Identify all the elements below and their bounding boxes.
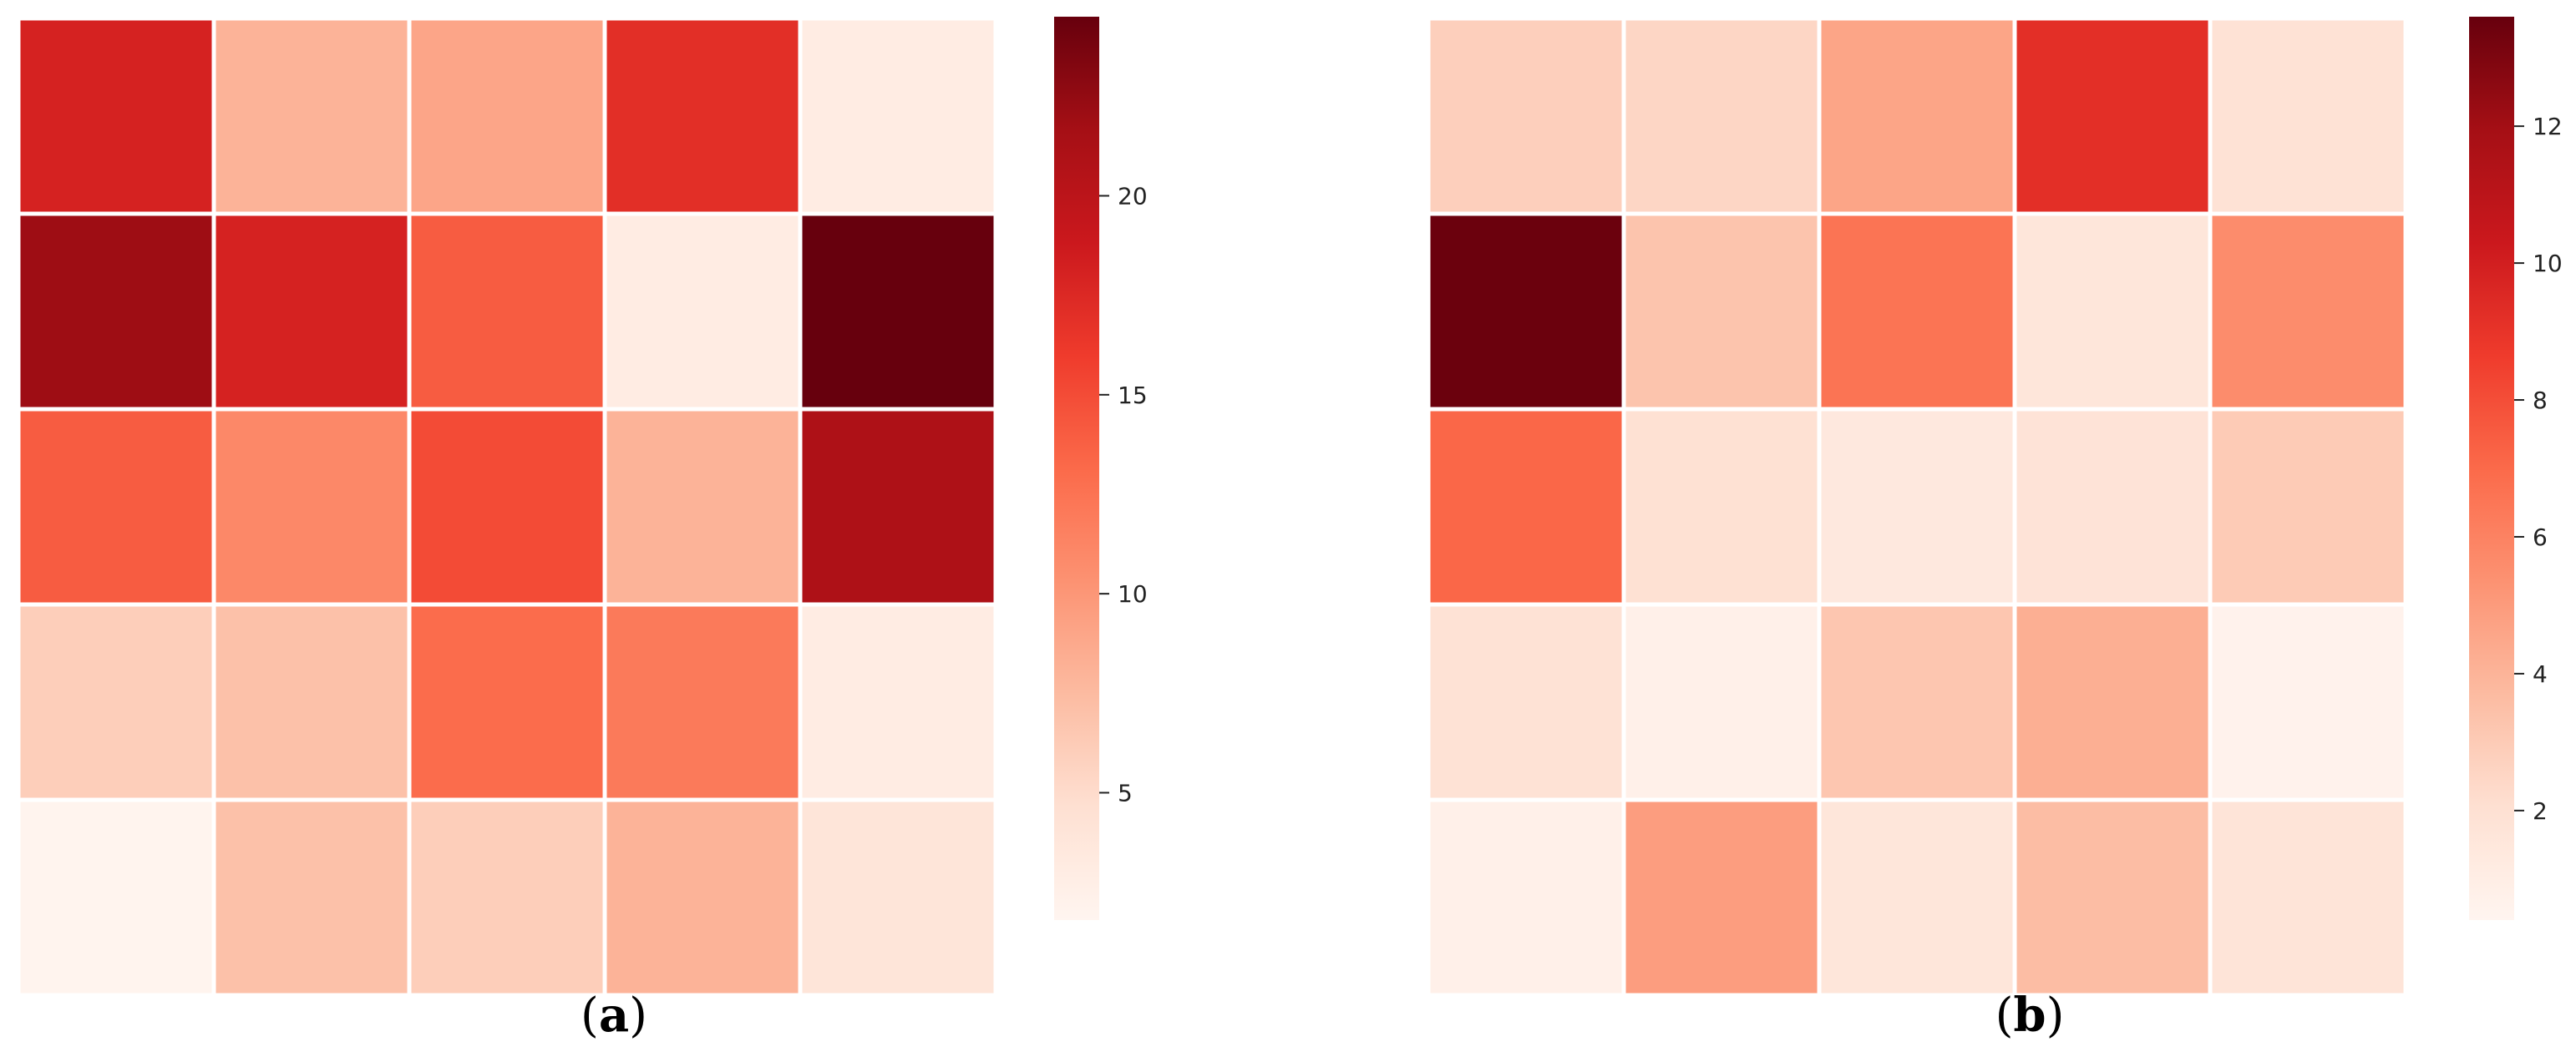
heatmap-cell-a-r1-c1 <box>211 211 412 412</box>
heatmap-cell-b-r2-c1 <box>1621 407 1822 607</box>
colorbar-tick-label-a-1: 10 <box>1118 580 1148 608</box>
colorbar-gradient-b <box>2469 17 2514 920</box>
heatmap-cell-b-r1-c0 <box>1426 211 1626 412</box>
heatmap-cell-b-r4-c3 <box>2012 797 2213 998</box>
heatmap-cell-b-r0-c4 <box>2208 16 2408 216</box>
heatmap-cell-a-r4-c0 <box>16 797 216 998</box>
heatmap-cell-b-r4-c1 <box>1621 797 1822 998</box>
heatmap-cell-b-r1-c2 <box>1817 211 2017 412</box>
heatmap-cell-a-r3-c4 <box>798 602 998 802</box>
heatmap-cell-a-r2-c4 <box>798 407 998 607</box>
heatmap-cell-a-r1-c0 <box>16 211 216 412</box>
heatmap-cell-a-r0-c1 <box>211 16 412 216</box>
heatmap-cell-a-r4-c1 <box>211 797 412 998</box>
panel-label-a: (a) <box>581 988 647 1043</box>
heatmap-cell-a-r4-c3 <box>602 797 803 998</box>
heatmap-cell-a-r2-c3 <box>602 407 803 607</box>
heatmap-cell-b-r4-c2 <box>1817 797 2017 998</box>
heatmap-cell-a-r1-c3 <box>602 211 803 412</box>
heatmap-cell-a-r0-c0 <box>16 16 216 216</box>
heatmap-cell-a-r0-c4 <box>798 16 998 216</box>
heatmap-cell-b-r3-c2 <box>1817 602 2017 802</box>
heatmap-cell-b-r1-c1 <box>1621 211 1822 412</box>
heatmap-cell-a-r3-c2 <box>407 602 607 802</box>
heatmap-cell-b-r0-c1 <box>1621 16 1822 216</box>
colorbar-tick-label-a-0: 5 <box>1118 779 1133 807</box>
heatmap-cell-b-r4-c0 <box>1426 797 1626 998</box>
heatmap-cell-b-r3-c0 <box>1426 602 1626 802</box>
heatmap-cell-a-r1-c4 <box>798 211 998 412</box>
heatmap-cell-b-r4-c4 <box>2208 797 2408 998</box>
heatmap-cell-b-r0-c2 <box>1817 16 2017 216</box>
colorbar-tick-label-a-2: 15 <box>1118 382 1148 409</box>
heatmap-cell-a-r3-c0 <box>16 602 216 802</box>
heatmap-cell-a-r1-c2 <box>407 211 607 412</box>
heatmap-cell-b-r3-c3 <box>2012 602 2213 802</box>
heatmap-cell-a-r4-c4 <box>798 797 998 998</box>
colorbar-tick-label-a-3: 20 <box>1118 182 1148 210</box>
colorbar-tick-label-b-5: 12 <box>2533 113 2563 140</box>
heatmap-cell-b-r2-c3 <box>2012 407 2213 607</box>
colorbar-b: 2 4 6 8 10 12 <box>2469 17 2563 920</box>
heatmap-cell-a-r2-c1 <box>211 407 412 607</box>
heatmap-cells-b <box>1426 16 2408 998</box>
colorbar-tick-label-b-2: 6 <box>2533 523 2548 551</box>
heatmap-cell-b-r0-c3 <box>2012 16 2213 216</box>
heatmap-cell-b-r0-c0 <box>1426 16 1626 216</box>
heatmap-cell-a-r4-c2 <box>407 797 607 998</box>
colorbar-tick-label-b-3: 8 <box>2533 387 2548 414</box>
heatmap-cells-a <box>16 16 998 998</box>
heatmap-cell-b-r1-c4 <box>2208 211 2408 412</box>
heatmap-cell-a-r2-c0 <box>16 407 216 607</box>
heatmap-cell-a-r3-c1 <box>211 602 412 802</box>
heatmap-cell-b-r2-c0 <box>1426 407 1626 607</box>
heatmap-cell-a-r3-c3 <box>602 602 803 802</box>
panel-label-b: (b) <box>1995 988 2065 1043</box>
colorbar-tick-label-b-1: 4 <box>2533 660 2548 688</box>
colorbar-tick-label-b-0: 2 <box>2533 797 2548 825</box>
heatmap-cell-b-r1-c3 <box>2012 211 2213 412</box>
heatmap-panel-b: 2 4 6 8 10 12 (b) <box>1426 16 2563 1043</box>
heatmap-cell-a-r0-c3 <box>602 16 803 216</box>
heatmap-cell-a-r2-c2 <box>407 407 607 607</box>
colorbar-tick-label-b-4: 10 <box>2533 250 2563 277</box>
heatmap-cell-b-r3-c4 <box>2208 602 2408 802</box>
colorbar-gradient-a <box>1054 17 1099 920</box>
heatmap-panel-a: 5 10 15 20 (a) <box>16 16 1148 1043</box>
heatmap-cell-b-r3-c1 <box>1621 602 1822 802</box>
colorbar-a: 5 10 15 20 <box>1054 17 1148 920</box>
heatmap-cell-b-r2-c2 <box>1817 407 2017 607</box>
heatmap-cell-a-r0-c2 <box>407 16 607 216</box>
heatmap-cell-b-r2-c4 <box>2208 407 2408 607</box>
